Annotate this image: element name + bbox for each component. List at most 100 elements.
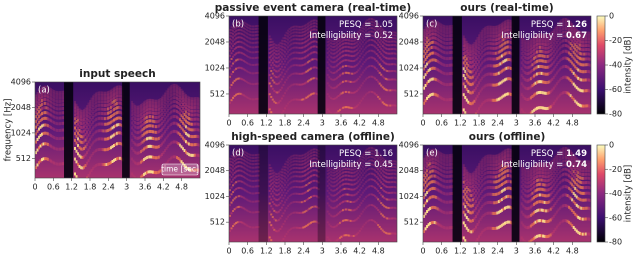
x-tick-label: 4.2 xyxy=(353,119,366,128)
spectrogram-texture xyxy=(327,74,329,76)
spectrogram-texture xyxy=(231,171,233,173)
spectrogram-texture xyxy=(363,61,365,63)
spectrogram-texture xyxy=(284,73,286,75)
spectrogram-texture xyxy=(232,210,234,212)
spectrogram-texture xyxy=(359,55,361,57)
spectrogram-texture xyxy=(360,53,362,55)
x-tick-label: 4.2 xyxy=(547,119,560,128)
spectrogram-texture xyxy=(232,169,234,171)
spectrogram-texture xyxy=(431,119,433,122)
x-tick-label: 1.2 xyxy=(454,119,467,128)
spectrogram-texture xyxy=(284,107,286,109)
y-tick-label: 2048 xyxy=(399,37,419,46)
spectrogram-texture xyxy=(80,181,82,184)
spectrogram-texture xyxy=(362,63,364,65)
spectrogram-texture xyxy=(272,227,274,229)
spectrogram-texture xyxy=(282,63,284,65)
spectrogram-texture xyxy=(272,41,274,43)
spectrogram-texture xyxy=(360,48,362,50)
spectrogram-texture xyxy=(281,194,283,196)
spectrogram-texture xyxy=(362,56,364,58)
spectrogram-texture xyxy=(357,78,359,80)
spectrogram-texture xyxy=(357,57,359,59)
spectrogram-texture xyxy=(229,87,231,89)
spectrogram-texture xyxy=(360,74,362,76)
x-tick-label: 0 xyxy=(420,119,425,128)
spectrogram-texture xyxy=(284,184,286,186)
metric-value: 0.52 xyxy=(374,31,393,41)
spectrogram-texture xyxy=(327,108,329,110)
spectrogram-texture xyxy=(284,235,286,237)
spectrogram-texture xyxy=(363,48,365,50)
spectrogram-texture xyxy=(377,96,379,98)
spectrogram-texture xyxy=(284,201,286,203)
spectrogram-texture xyxy=(279,74,281,76)
metric-value: 1.26 xyxy=(566,20,587,30)
y-tick-label: 512 xyxy=(16,154,31,163)
spectrogram-texture xyxy=(232,71,234,73)
spectrogram-texture xyxy=(232,63,234,65)
spectrogram-texture xyxy=(279,100,281,102)
spectrogram-texture xyxy=(231,47,233,49)
spectrogram-texture xyxy=(232,41,234,43)
y-tick-label: 2048 xyxy=(11,103,31,112)
spectrogram-texture xyxy=(282,182,284,184)
spectrogram-texture xyxy=(284,55,286,57)
spectrogram-texture xyxy=(279,81,281,83)
spectrogram-texture xyxy=(379,41,381,43)
spectrogram-texture xyxy=(231,52,233,54)
metric-value: 1.05 xyxy=(374,20,393,30)
spectrogram-texture xyxy=(362,97,364,99)
spectrogram-texture xyxy=(281,215,283,217)
spectrogram-texture xyxy=(269,67,271,69)
spectrogram-texture xyxy=(272,190,274,192)
spectrogram-texture xyxy=(116,183,118,186)
spectrogram-texture xyxy=(279,68,281,70)
spectrogram-texture xyxy=(286,177,288,179)
spectrogram-texture xyxy=(232,45,234,47)
spectrogram-texture xyxy=(279,59,281,61)
spectrogram-texture xyxy=(272,67,274,69)
spectrogram-texture xyxy=(311,247,313,249)
spectrogram-texture xyxy=(380,53,382,55)
spectrogram-texture xyxy=(272,195,274,197)
spectrogram-texture xyxy=(359,50,361,52)
silence-band xyxy=(64,82,73,178)
spectrogram-texture xyxy=(279,196,281,198)
spectrogram-texture xyxy=(286,105,288,107)
spectrogram-texture xyxy=(170,182,172,185)
spectrogram-texture xyxy=(232,97,234,99)
spectrogram-texture xyxy=(44,183,46,186)
spectrogram-texture xyxy=(313,246,315,248)
spectrogram-texture xyxy=(279,228,281,230)
spectrogram-texture xyxy=(229,61,231,63)
spectrogram-texture xyxy=(121,183,123,186)
spectrogram-texture xyxy=(286,79,288,81)
spectrogram-texture xyxy=(279,243,281,245)
spectrogram-texture xyxy=(282,84,284,86)
spectrogram-texture xyxy=(281,189,283,191)
spectrogram-texture xyxy=(379,83,381,85)
spectrogram-texture xyxy=(362,82,364,84)
spectrogram-texture xyxy=(232,37,234,39)
spectrogram-texture xyxy=(327,202,329,204)
spectrogram-texture xyxy=(282,212,284,214)
spectrogram-texture xyxy=(86,162,88,165)
spectrogram-texture xyxy=(509,118,511,121)
spectrogram-texture xyxy=(379,98,381,100)
spectrogram-texture xyxy=(286,218,288,220)
spectrogram-texture xyxy=(270,85,272,87)
spectrogram-texture xyxy=(74,158,76,161)
spectrogram-texture xyxy=(286,90,288,92)
spectrogram-texture xyxy=(269,196,271,198)
spectrogram-texture xyxy=(357,52,359,54)
silence-band xyxy=(122,82,130,178)
spectrogram-texture xyxy=(286,58,288,60)
spectrogram-texture xyxy=(362,50,364,52)
spectrogram-texture xyxy=(270,239,272,241)
spectrogram-texture xyxy=(476,95,478,98)
x-tick-label: 3 xyxy=(514,119,519,128)
spectrogram-texture xyxy=(270,38,272,40)
spectrogram-texture xyxy=(363,43,365,45)
spectrogram-texture xyxy=(432,119,434,122)
